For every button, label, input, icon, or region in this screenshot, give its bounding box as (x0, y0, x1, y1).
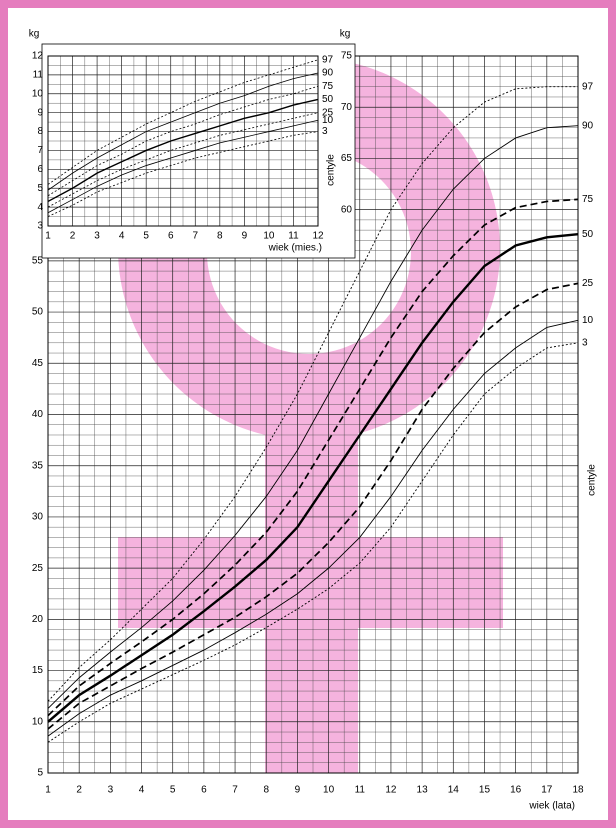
x-tick-label: 14 (448, 785, 460, 796)
y-tick-label: 30 (32, 512, 44, 523)
x-tick-label: 2 (76, 785, 82, 796)
x-tick-label: 8 (263, 785, 269, 796)
centile-line (47, 98, 319, 203)
y-axis-label: kg (340, 29, 351, 40)
y-tick-label: 60 (341, 204, 353, 215)
x-tick-label: 3 (108, 785, 114, 796)
series-label: 90 (582, 120, 594, 131)
x-tick-label: 11 (355, 785, 366, 796)
x-tick-label: 9 (295, 785, 301, 796)
y-tick-label: 35 (32, 460, 44, 471)
y-tick-label: 7 (37, 145, 43, 156)
y-tick-label: 10 (32, 716, 44, 727)
y-tick-label: 6 (37, 164, 43, 175)
y-tick-label: 15 (32, 665, 44, 676)
plot-frame (47, 55, 319, 227)
series-label: 90 (322, 68, 334, 79)
series-label: 50 (582, 229, 594, 240)
y-tick-label: 55 (32, 255, 44, 266)
series-label: 50 (322, 94, 334, 105)
x-tick-label: 15 (479, 785, 491, 796)
y-tick-label: 50 (32, 307, 44, 318)
y-tick-label: 5 (37, 768, 43, 779)
y-tick-label: 9 (37, 107, 43, 118)
x-axis-label: wiek (lata) (528, 801, 575, 812)
centile-line (47, 85, 319, 197)
y-tick-label: 10 (32, 88, 44, 99)
centile-line (47, 119, 319, 214)
centile-line (47, 282, 579, 730)
y-tick-label: 12 (32, 51, 44, 62)
x-tick-label: 13 (417, 785, 429, 796)
y-tick-label: 65 (341, 153, 353, 164)
centile-line (47, 342, 579, 743)
y-axis-label: kg (29, 29, 40, 40)
series-label: 25 (582, 278, 594, 289)
series-axis-label: centyle (326, 154, 337, 186)
x-tick-label: 5 (170, 785, 176, 796)
x-tick-label: 12 (312, 231, 324, 242)
x-tick-label: 7 (232, 785, 238, 796)
centile-line (47, 198, 579, 717)
centile-line (47, 86, 578, 702)
y-tick-label: 8 (37, 126, 43, 137)
x-tick-label: 7 (192, 231, 198, 242)
x-tick-label: 17 (541, 785, 553, 796)
y-tick-label: 5 (37, 183, 43, 194)
series-label: 3 (322, 126, 328, 137)
x-tick-label: 11 (288, 231, 299, 242)
centile-line (47, 319, 579, 737)
inset-panel (41, 43, 356, 259)
x-tick-label: 4 (139, 785, 145, 796)
x-axis-label: wiek (mies.) (268, 243, 322, 254)
y-tick-label: 20 (32, 614, 44, 625)
x-tick-label: 1 (45, 231, 51, 242)
x-tick-label: 16 (510, 785, 522, 796)
y-tick-label: 25 (32, 563, 44, 574)
x-tick-label: 10 (323, 785, 335, 796)
y-tick-label: 70 (341, 102, 353, 113)
x-tick-label: 6 (201, 785, 207, 796)
x-tick-label: 3 (94, 231, 100, 242)
centile-line (47, 112, 319, 208)
y-tick-label: 4 (37, 202, 43, 213)
x-tick-label: 5 (143, 231, 149, 242)
x-tick-label: 8 (217, 231, 223, 242)
centile-line (47, 125, 579, 709)
series-label: 10 (322, 115, 334, 126)
series-label: 75 (322, 81, 334, 92)
x-tick-label: 18 (572, 785, 584, 796)
centile-line (47, 72, 319, 191)
series-label: 97 (582, 81, 594, 92)
series-label: 75 (582, 194, 594, 205)
x-tick-label: 6 (168, 231, 174, 242)
x-tick-label: 4 (119, 231, 125, 242)
x-tick-label: 1 (45, 785, 51, 796)
series-label: 25 (322, 107, 334, 118)
x-tick-label: 9 (242, 231, 248, 242)
series-label: 3 (582, 337, 588, 348)
series-label: 10 (582, 315, 594, 326)
y-tick-label: 11 (33, 70, 44, 81)
y-tick-label: 75 (341, 51, 353, 62)
x-tick-label: 2 (70, 231, 76, 242)
x-tick-label: 12 (385, 785, 397, 796)
centile-line (47, 233, 579, 723)
y-tick-label: 45 (32, 358, 44, 369)
centile-line (47, 59, 319, 185)
y-tick-label: 3 (37, 221, 43, 232)
y-tick-label: 40 (32, 409, 44, 420)
series-label: 97 (322, 54, 334, 65)
series-axis-label: centyle (587, 464, 598, 496)
x-tick-label: 10 (263, 231, 275, 242)
